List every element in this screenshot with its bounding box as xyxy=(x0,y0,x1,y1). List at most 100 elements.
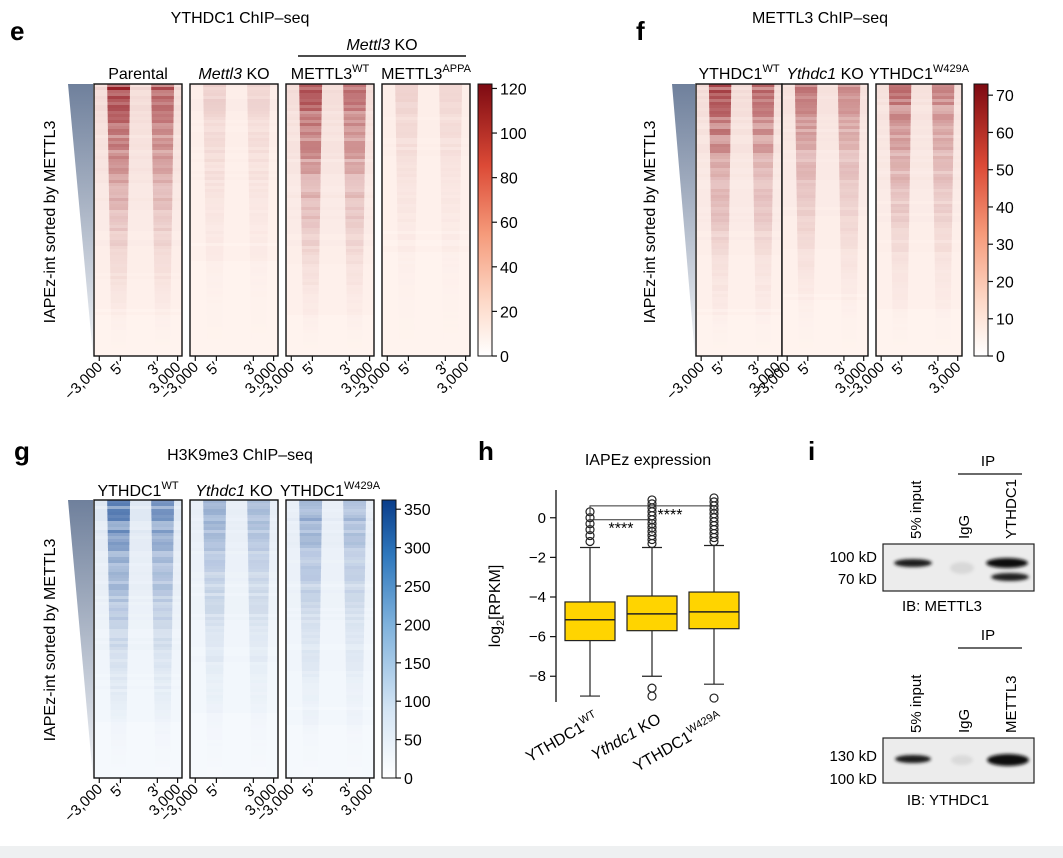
heat-stripe xyxy=(154,267,172,270)
heat-stripe xyxy=(205,656,224,659)
heat-stripe xyxy=(205,638,224,641)
heat-stripe xyxy=(154,309,171,312)
heat-stripe xyxy=(251,327,267,330)
heat-stripe xyxy=(250,276,267,279)
heat-stripe xyxy=(109,249,128,252)
heat-stripe xyxy=(709,135,731,138)
heat-stripe xyxy=(397,228,416,231)
heat-haze xyxy=(190,177,278,180)
heat-stripe xyxy=(711,216,730,219)
heat-stripe xyxy=(300,183,321,186)
heat-haze xyxy=(94,623,182,626)
heat-stripe xyxy=(345,195,365,198)
heat-haze xyxy=(782,270,868,273)
sort-gradient-wedge xyxy=(672,84,695,356)
heat-stripe xyxy=(710,189,730,192)
heat-stripe xyxy=(303,752,318,755)
heat-stripe xyxy=(301,246,320,249)
blot1-marker-2: 70 kD xyxy=(838,571,877,588)
heat-stripe xyxy=(207,345,222,348)
heat-stripe xyxy=(711,228,729,231)
heat-stripe xyxy=(798,336,814,339)
heat-haze xyxy=(696,273,782,276)
heat-stripe xyxy=(755,285,772,288)
heat-haze xyxy=(286,584,374,587)
heat-haze xyxy=(94,704,182,707)
heat-stripe xyxy=(302,686,320,689)
heat-stripe xyxy=(207,324,223,327)
heat-stripe xyxy=(111,743,127,746)
heat-stripe xyxy=(248,599,269,602)
heat-haze xyxy=(190,545,278,548)
heat-stripe xyxy=(346,288,363,291)
heat-stripe xyxy=(107,105,130,108)
heat-stripe xyxy=(249,249,268,252)
heat-stripe xyxy=(250,704,267,707)
heat-stripe xyxy=(344,150,365,153)
heat-stripe xyxy=(889,93,912,96)
heat-stripe xyxy=(110,692,128,695)
heat-stripe xyxy=(840,255,858,258)
heat-stripe xyxy=(440,177,461,180)
heat-stripe xyxy=(798,279,815,282)
heat-stripe xyxy=(398,300,415,303)
heat-stripe xyxy=(207,764,222,767)
heat-stripe xyxy=(299,108,322,111)
heat-stripe xyxy=(346,722,363,725)
heat-stripe xyxy=(303,351,318,354)
heat-stripe xyxy=(248,581,269,584)
heat-stripe xyxy=(152,141,174,144)
heat-stripe xyxy=(754,267,772,270)
heat-stripe xyxy=(249,246,268,249)
heat-stripe xyxy=(710,201,730,204)
heat-stripe xyxy=(932,111,954,114)
heat-haze xyxy=(190,674,278,677)
heat-haze xyxy=(286,617,374,620)
heat-stripe xyxy=(398,306,415,309)
heat-stripe xyxy=(248,563,270,566)
heat-stripe xyxy=(251,773,266,776)
heat-stripe xyxy=(934,255,952,258)
heat-stripe xyxy=(249,620,269,623)
heat-stripe xyxy=(154,701,171,704)
heat-haze xyxy=(94,258,182,261)
heat-haze xyxy=(94,677,182,680)
heat-haze xyxy=(94,695,182,698)
heat-stripe xyxy=(251,767,266,770)
heat-haze xyxy=(696,276,782,279)
heat-stripe xyxy=(752,105,774,108)
heat-stripe xyxy=(343,515,366,518)
heat-stripe xyxy=(347,345,362,348)
heat-stripe xyxy=(299,527,322,530)
heat-stripe xyxy=(302,294,319,297)
heat-stripe xyxy=(153,656,172,659)
heat-stripe xyxy=(889,129,911,132)
heat-stripe xyxy=(154,719,171,722)
heat-stripe xyxy=(206,689,224,692)
heat-stripe xyxy=(440,189,461,192)
heat-stripe xyxy=(206,264,224,267)
heat-stripe xyxy=(755,276,772,279)
heat-stripe xyxy=(299,524,322,527)
heat-stripe xyxy=(207,746,223,749)
blot1-band-ip xyxy=(986,558,1028,568)
heat-stripe xyxy=(343,536,366,539)
heat-haze xyxy=(190,210,278,213)
heat-stripe xyxy=(893,345,908,348)
heat-stripe xyxy=(109,650,128,653)
heat-stripe xyxy=(399,315,415,318)
heat-stripe xyxy=(110,309,127,312)
heat-stripe xyxy=(796,180,816,183)
heat-stripe xyxy=(249,653,268,656)
heat-stripe xyxy=(395,96,418,99)
heat-stripe xyxy=(935,318,951,321)
heat-stripe xyxy=(753,207,773,210)
heat-haze xyxy=(94,204,182,207)
heat-haze xyxy=(94,138,182,141)
heat-stripe xyxy=(154,704,171,707)
heat-haze xyxy=(190,225,278,228)
heat-haze xyxy=(696,117,782,120)
heat-haze xyxy=(876,93,962,96)
heat-stripe xyxy=(710,171,730,174)
